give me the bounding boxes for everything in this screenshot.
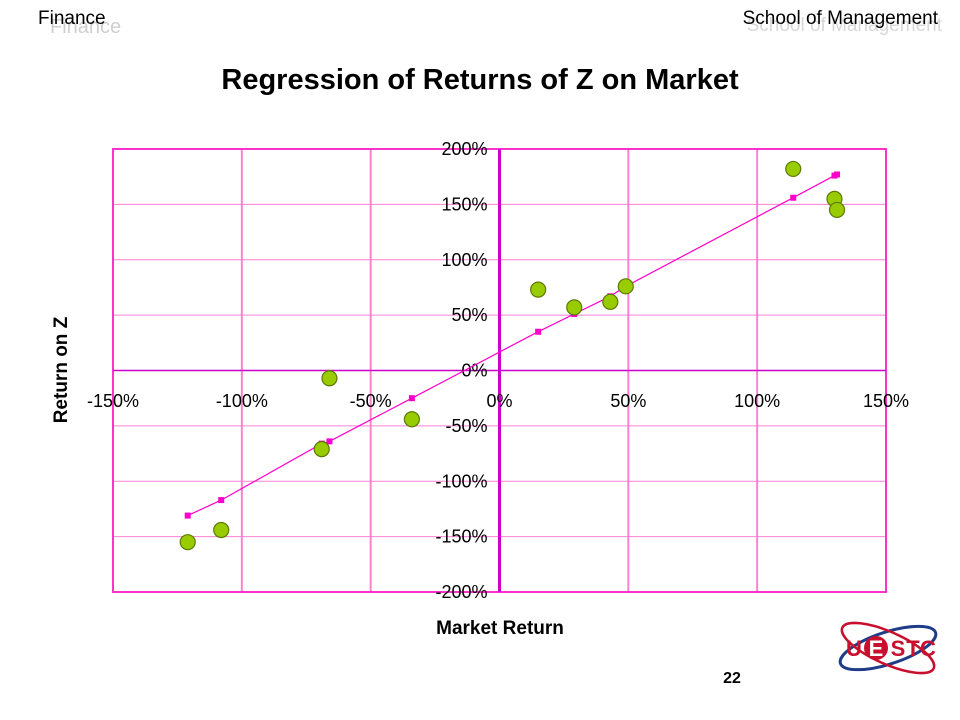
scatter-point <box>403 411 420 428</box>
scatter-point <box>213 521 230 539</box>
y-axis-label: Return on Z <box>51 316 72 423</box>
y-tick-label: 0% <box>461 361 487 381</box>
x-tick-label: -100% <box>216 391 268 411</box>
header-right-label: School of Management <box>742 8 938 29</box>
y-tick-label: -200% <box>435 582 487 602</box>
y-tick-label: 200% <box>441 139 487 159</box>
x-tick-label: -150% <box>87 391 139 411</box>
logo-orbit <box>840 621 936 675</box>
logo-letter: U <box>846 636 862 661</box>
page-number: 22 <box>723 670 741 687</box>
x-axis-label: Market Return <box>436 618 564 639</box>
header-left-label-echo: Finance <box>50 16 122 38</box>
scatter-point <box>785 160 802 178</box>
x-tick-label: 50% <box>610 391 646 411</box>
logo-letter: E <box>869 636 884 661</box>
scatter-point <box>530 281 547 298</box>
scatter-point <box>566 299 583 316</box>
x-tick-label: 0% <box>486 391 512 411</box>
regression-marker <box>834 171 841 178</box>
regression-marker <box>218 497 225 504</box>
y-tick-label: -50% <box>445 416 487 436</box>
y-tick-label: -150% <box>435 527 487 547</box>
logo-letter: T <box>906 636 920 661</box>
chart-title: Regression of Returns of Z on Market <box>221 64 739 96</box>
regression-marker <box>184 512 191 519</box>
logo-letter: C <box>920 636 936 661</box>
scatter-point <box>617 278 634 295</box>
regression-line-path <box>187 173 838 517</box>
y-tick-label: -100% <box>435 471 487 491</box>
header-right-label-echo: School of Management <box>746 15 942 36</box>
scatter-points <box>179 160 846 551</box>
y-tick-label: 100% <box>441 250 487 270</box>
x-tick-label: -50% <box>350 391 392 411</box>
regression-line <box>184 171 841 519</box>
scatter-point <box>602 293 619 310</box>
scatter-point <box>313 441 330 458</box>
logo-globe <box>864 636 888 660</box>
x-tick-label: 100% <box>734 391 780 411</box>
y-tick-label: 50% <box>451 305 487 325</box>
tick-labels: 200% 150% 100% 50% 0% -50% -100% -150% -200% -150… <box>87 139 909 602</box>
scatter-point <box>179 534 196 551</box>
regression-marker <box>790 194 797 201</box>
logo-orbit <box>838 624 938 672</box>
axes <box>113 149 886 592</box>
regression-marker <box>326 438 333 445</box>
y-tick-label: 150% <box>441 194 487 214</box>
logo-letter: S <box>891 636 906 661</box>
regression-marker <box>535 328 542 335</box>
x-tick-label: 150% <box>863 391 909 411</box>
scatter-point <box>828 201 846 219</box>
scatter-point <box>321 370 338 387</box>
regression-marker <box>408 395 415 402</box>
header-left-label: Finance <box>38 8 106 29</box>
